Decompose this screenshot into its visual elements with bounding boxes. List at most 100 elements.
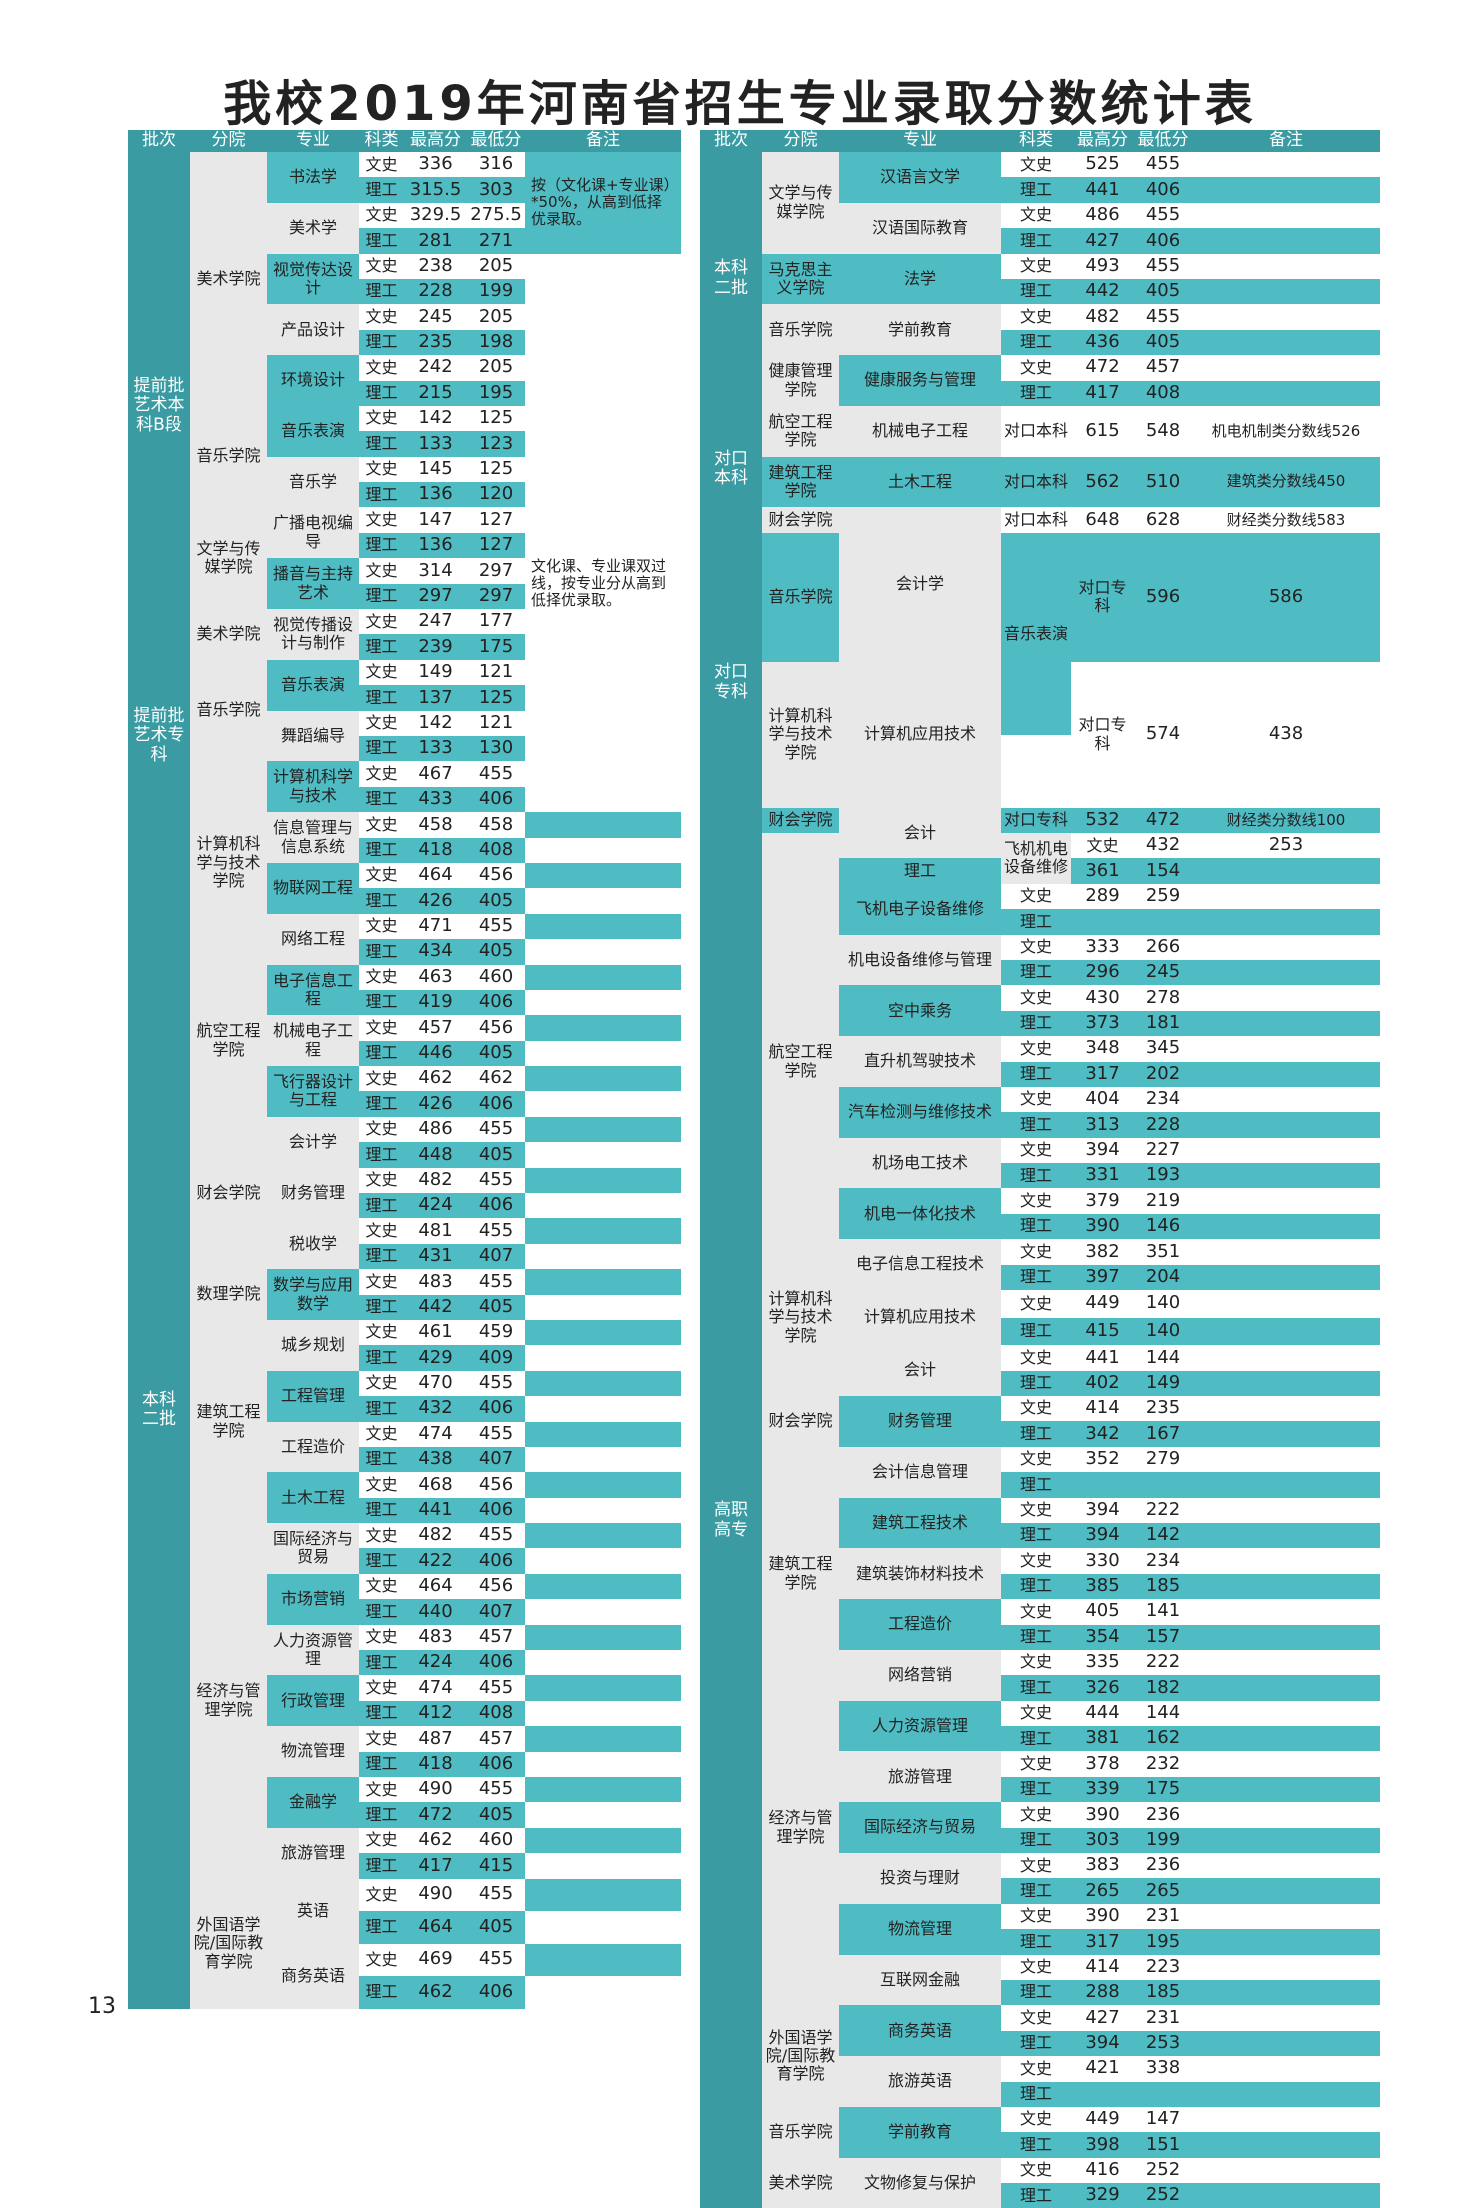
max-score-cell: 482 <box>418 1168 453 1190</box>
max-score-cell: 468 <box>418 1473 453 1495</box>
category-cell: 文史 <box>365 1424 398 1444</box>
table-row: 人力资源管理 文史 444 144 <box>700 1700 1380 1752</box>
table-row: 理工 317 195 <box>700 1929 1380 1955</box>
max-score-cell: 142 <box>418 407 453 429</box>
min-score-cell: 271 <box>467 228 525 254</box>
min-score-cell: 177 <box>478 610 514 632</box>
category-cell: 文史 <box>1019 2160 1052 2180</box>
table-row: 理工 446 405 <box>128 1040 681 1067</box>
category-cell: 理工 <box>359 1751 404 1777</box>
max-score-cell: 472 <box>1085 356 1120 378</box>
category-cell: 文史 <box>1019 1089 1052 1109</box>
category-cell: 文史 <box>365 967 398 986</box>
remark-cell <box>1192 985 1380 1010</box>
remark-cell <box>525 1269 681 1295</box>
max-score-cell: 442 <box>1071 278 1134 305</box>
min-score-cell: 198 <box>467 329 525 356</box>
header-cell: 最高分 <box>1071 130 1134 152</box>
remark-cell <box>525 1624 681 1651</box>
table-row: 理工 397 204 <box>700 1264 1380 1291</box>
min-score-cell: 253 <box>1268 834 1304 856</box>
category-cell: 理工 <box>1001 1112 1071 1138</box>
category-cell: 文史 <box>365 713 398 733</box>
min-score-cell: 234 <box>1145 1088 1181 1110</box>
remark-cell <box>525 1573 681 1600</box>
table-row: 提前批 艺术专 科音乐学院 音乐表演 文史 149 121 <box>128 659 681 813</box>
table-row: 机电设备维修与管理 文史 333 266 <box>700 934 1380 986</box>
max-score-cell: 348 <box>1085 1037 1120 1059</box>
category-cell: 理工 <box>1001 909 1071 935</box>
batch-cell: 对口 本科 <box>700 405 762 533</box>
category-cell: 文史 <box>1019 1550 1052 1570</box>
min-score-cell: 438 <box>1268 723 1304 745</box>
table-row: 会计信息管理 文史 352 279 <box>700 1446 1380 1498</box>
max-score-cell: 432 <box>404 1396 467 1422</box>
remark-cell <box>525 1345 681 1370</box>
max-score-cell: 471 <box>418 915 453 937</box>
category-cell: 文史 <box>365 1949 398 1969</box>
college-cell: 美术学院 <box>190 152 267 406</box>
major-cell: 汽车检测与维修技术 <box>839 1086 1001 1138</box>
table-row: 财务管理 文史 414 235 <box>700 1395 1380 1447</box>
college-cell: 文学与传媒学院 <box>190 507 267 610</box>
min-score-cell: 205 <box>478 254 514 276</box>
category-cell: 文史 <box>1019 1804 1052 1824</box>
table-row: 本科 二批 信息管理与信息系统 文史 458 458 <box>128 812 681 2009</box>
category-cell: 对口专科 <box>1078 715 1127 753</box>
major-cell: 物联网工程 <box>267 862 359 914</box>
max-score-cell: 390 <box>1085 1905 1120 1927</box>
min-score-cell: 127 <box>467 532 525 559</box>
max-score-cell <box>1071 909 1134 935</box>
table-row: 经济与管理学院 网络营销 文史 335 222 <box>700 1649 1380 2006</box>
max-score-cell: 215 <box>404 380 467 406</box>
max-score-cell: 326 <box>1071 1675 1134 1701</box>
min-score-cell: 455 <box>1145 254 1181 276</box>
min-score-cell: 252 <box>1145 2159 1181 2181</box>
remark-cell <box>525 1498 681 1523</box>
min-score-cell: 455 <box>1145 204 1181 226</box>
header-cell: 分院 <box>190 130 267 152</box>
min-score-cell: 407 <box>467 1243 525 1270</box>
table-row: 市场营销 文史 464 456 <box>128 1573 681 1625</box>
batch-cell: 对口 专科 <box>700 532 762 833</box>
max-score-cell: 462 <box>404 1976 467 2009</box>
table-row: 理工 239 175 <box>128 634 681 660</box>
min-score-cell: 234 <box>1145 1549 1181 1571</box>
table-row: 计算机科学与技术学院 计算机应用技术 文史 449 140 <box>700 1290 1380 1346</box>
remark-cell <box>1192 254 1380 279</box>
major-cell: 机电设备维修与管理 <box>839 934 1001 986</box>
max-score-cell <box>1071 2081 1134 2107</box>
min-score-cell: 195 <box>467 380 525 406</box>
min-score-cell: 162 <box>1134 1726 1192 1752</box>
min-score-cell: 227 <box>1145 1139 1181 1161</box>
min-score-cell: 222 <box>1145 1498 1181 1520</box>
max-score-cell: 317 <box>1071 1929 1134 1955</box>
table-row: 美术学院 视觉传播设计与制作 文史 247 177 <box>128 609 681 660</box>
min-score-cell: 406 <box>467 1751 525 1777</box>
remark-cell <box>1192 177 1380 203</box>
min-score-cell <box>1134 1472 1192 1498</box>
max-score-cell: 133 <box>404 735 467 762</box>
remark-cell: 财经类分数线583 <box>1226 510 1346 529</box>
major-cell: 土木工程 <box>267 1472 359 1524</box>
max-score-cell: 136 <box>404 482 467 508</box>
table-row: 互联网金融 文史 414 223 <box>700 1954 1380 2006</box>
table-row: 飞机电子设备维修 文史 289 259 <box>700 883 1380 935</box>
major-cell: 书法学 <box>267 152 359 203</box>
table-row: 直升机驾驶技术 文史 348 345 <box>700 1036 1380 1087</box>
remark-cell <box>1192 1827 1380 1854</box>
remark-cell <box>525 1523 681 1549</box>
header-cell: 批次 <box>700 130 762 152</box>
max-score-cell: 469 <box>418 1948 453 1970</box>
remark-cell <box>1192 1979 1380 2006</box>
category-cell: 理工 <box>359 177 404 203</box>
remark-cell <box>525 964 681 990</box>
major-cell: 财务管理 <box>839 1395 1001 1447</box>
category-cell: 文史 <box>1019 306 1052 326</box>
max-score-cell: 383 <box>1085 1854 1120 1876</box>
remark-cell <box>525 1827 681 1854</box>
table-row: 理工 326 182 <box>700 1675 1380 1701</box>
remark-cell <box>1192 858 1380 884</box>
max-score-cell: 373 <box>1071 1010 1134 1037</box>
max-score-cell: 418 <box>404 1751 467 1777</box>
